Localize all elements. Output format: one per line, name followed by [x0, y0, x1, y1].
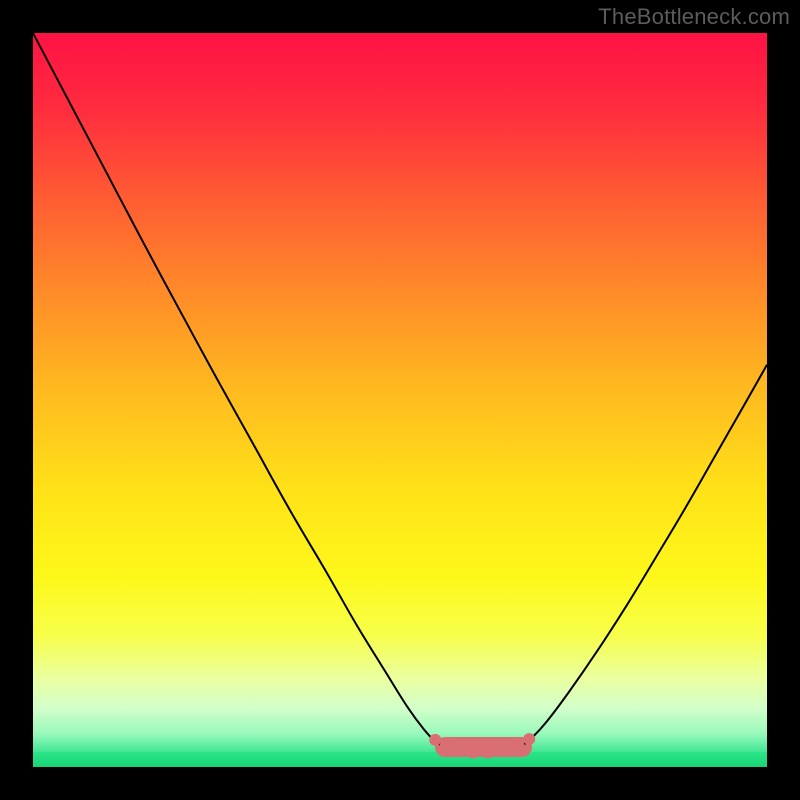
flat-marker-dot: [467, 746, 479, 758]
chart-plot-area: [33, 33, 767, 767]
bottleneck-curve: [33, 33, 767, 767]
left-curve: [33, 33, 444, 746]
flat-marker-dot: [440, 740, 452, 752]
right-curve: [521, 365, 767, 747]
flat-marker-dot: [498, 745, 510, 757]
flat-marker-dot: [453, 745, 465, 757]
flat-marker-dot: [429, 734, 441, 746]
watermark-text: TheBottleneck.com: [598, 4, 790, 30]
flat-marker-dot: [523, 733, 535, 745]
flat-marker-dot: [513, 740, 525, 752]
flat-marker-dot: [482, 746, 494, 758]
